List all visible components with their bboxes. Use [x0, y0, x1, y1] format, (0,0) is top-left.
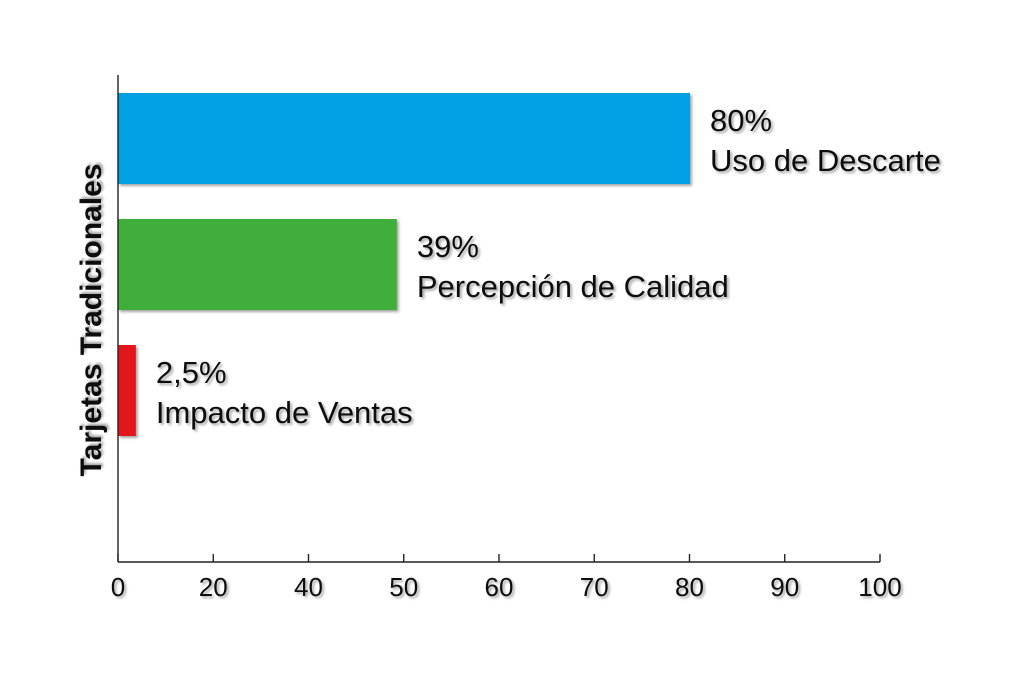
bar-3 — [118, 345, 136, 436]
bar-value-label: 2,5% — [156, 355, 227, 390]
x-tick-label: 70 — [580, 572, 609, 602]
bar-2 — [118, 219, 397, 310]
bar-value-label: 39% — [417, 229, 479, 264]
bar-value-label: 80% — [710, 103, 772, 138]
bar-category-label: Impacto de Ventas — [156, 395, 413, 430]
x-tick-label: 100 — [858, 572, 901, 602]
x-tick-label: 50 — [389, 572, 418, 602]
bar-1 — [118, 93, 690, 184]
bar-category-label: Uso de Descarte — [710, 143, 941, 178]
x-tick-label: 20 — [199, 572, 228, 602]
data-labels-group: 80% Uso de Descarte 39% Percepción de Calid… — [156, 103, 941, 430]
y-axis-label: Tarjetas Tradicionales — [75, 164, 108, 477]
x-axis-ticks: 0 20 40 50 60 70 80 90 100 — [111, 554, 902, 602]
x-tick-label: 90 — [770, 572, 799, 602]
x-tick-label: 0 — [111, 572, 125, 602]
bar-category-label: Percepción de Calidad — [417, 269, 729, 304]
bars-group — [118, 93, 690, 436]
x-tick-label: 60 — [485, 572, 514, 602]
x-tick-label: 40 — [294, 572, 323, 602]
x-tick-label: 80 — [675, 572, 704, 602]
